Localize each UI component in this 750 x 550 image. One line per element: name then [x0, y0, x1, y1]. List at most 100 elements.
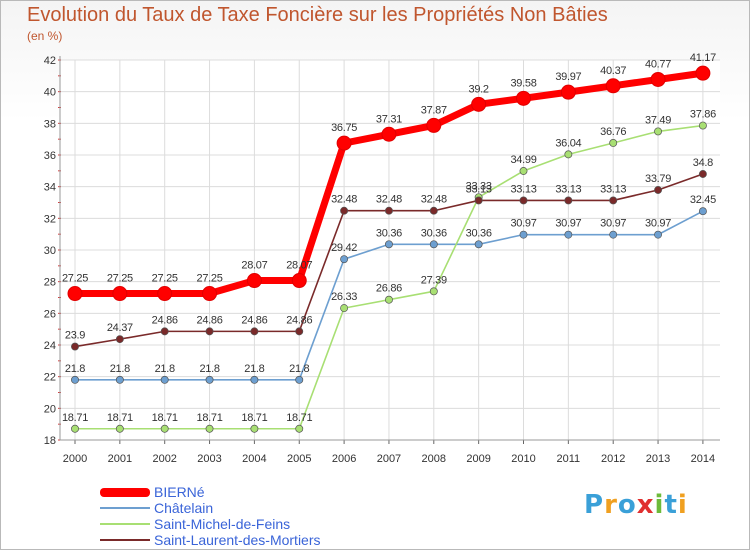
- data-point: [560, 84, 576, 100]
- data-point: [654, 127, 663, 136]
- data-point: [67, 286, 83, 302]
- data-label: 33.13: [510, 183, 536, 195]
- data-point: [385, 240, 393, 249]
- data-label: 39.58: [510, 77, 536, 89]
- data-label: 18.71: [197, 412, 223, 424]
- data-label: 27.25: [107, 273, 133, 285]
- data-point: [250, 424, 259, 433]
- data-label: 30.36: [376, 227, 402, 239]
- data-label: 32.48: [331, 194, 357, 206]
- data-point: [698, 170, 707, 178]
- data-point: [516, 90, 531, 106]
- y-tick-label: 26: [44, 308, 56, 320]
- data-point: [381, 126, 397, 142]
- data-point: [605, 78, 621, 94]
- data-label: 28.07: [241, 260, 267, 272]
- data-label: 28.07: [286, 260, 312, 272]
- data-point: [429, 240, 438, 249]
- data-point: [205, 375, 214, 384]
- data-point: [295, 327, 304, 336]
- data-point: [295, 424, 304, 433]
- data-point: [519, 230, 528, 239]
- data-point: [340, 206, 349, 215]
- data-point: [474, 240, 483, 249]
- data-label: 37.31: [376, 113, 402, 125]
- data-point: [519, 196, 528, 205]
- data-point: [564, 150, 573, 159]
- data-label: 24.37: [107, 322, 133, 334]
- legend-label: Saint-Michel-de-Feins: [154, 516, 291, 532]
- legend-swatch: [100, 523, 150, 525]
- data-label: 24.86: [241, 314, 267, 326]
- data-label: 24.86: [197, 314, 223, 326]
- y-tick-label: 24: [44, 340, 56, 352]
- data-label: 30.36: [421, 227, 447, 239]
- data-point: [519, 167, 528, 175]
- data-label: 23.9: [65, 330, 85, 342]
- data-label: 33.33: [466, 180, 492, 192]
- data-label: 21.8: [289, 363, 309, 375]
- data-label: 39.97: [555, 71, 581, 83]
- data-label: 24.86: [286, 314, 312, 326]
- data-label: 41.17: [690, 52, 716, 64]
- data-point: [295, 375, 304, 384]
- data-label: 18.71: [62, 412, 88, 424]
- x-tick-label: 2002: [152, 453, 176, 465]
- y-tick-label: 40: [44, 87, 56, 99]
- x-tick-label: 2011: [557, 453, 581, 465]
- data-point: [474, 196, 483, 205]
- data-point: [426, 117, 442, 133]
- data-label: 33.13: [555, 183, 581, 195]
- data-label: 27.39: [421, 274, 447, 286]
- legend-swatch: [100, 539, 150, 541]
- data-point: [71, 342, 79, 351]
- data-point: [609, 230, 618, 239]
- data-label: 33.79: [645, 173, 671, 185]
- data-label: 33.13: [466, 183, 492, 195]
- data-point: [429, 287, 438, 296]
- data-point: [564, 196, 573, 205]
- data-label: 40.77: [645, 58, 671, 70]
- data-label: 30.97: [555, 218, 581, 230]
- data-point: [250, 375, 259, 384]
- data-point: [336, 135, 352, 151]
- data-label: 18.71: [241, 412, 267, 424]
- data-point: [564, 230, 573, 239]
- legend-swatch: [100, 487, 150, 497]
- data-label: 39.2: [469, 83, 489, 95]
- data-label: 18.71: [107, 412, 133, 424]
- data-point: [654, 186, 663, 194]
- data-label: 30.97: [510, 218, 536, 230]
- x-tick-label: 2012: [601, 453, 625, 465]
- x-tick-label: 2006: [332, 453, 356, 465]
- chart-title: Evolution du Taux de Taxe Foncière sur l…: [27, 4, 608, 26]
- x-tick-label: 2013: [646, 453, 670, 465]
- x-tick-label: 2007: [377, 453, 401, 465]
- x-tick-label: 2014: [691, 453, 715, 465]
- chart-subtitle: (en %): [27, 29, 63, 43]
- y-tick-label: 38: [44, 118, 56, 130]
- data-label: 26.33: [331, 291, 357, 303]
- data-label: 29.42: [331, 242, 357, 254]
- data-point: [429, 206, 438, 215]
- data-label: 27.25: [197, 273, 223, 285]
- data-label: 32.48: [421, 194, 447, 206]
- y-tick-label: 22: [44, 372, 56, 384]
- data-label: 32.48: [376, 194, 402, 206]
- data-label: 32.45: [690, 194, 716, 206]
- data-point: [157, 286, 173, 302]
- data-point: [698, 121, 707, 130]
- data-point: [246, 273, 262, 289]
- data-point: [698, 207, 707, 216]
- data-point: [385, 206, 393, 215]
- data-point: [609, 196, 618, 205]
- data-label: 30.36: [466, 227, 492, 239]
- data-label: 30.97: [600, 218, 626, 230]
- x-tick-label: 2003: [197, 453, 221, 465]
- data-point: [250, 327, 259, 336]
- legend-swatch: [100, 507, 150, 509]
- data-point: [115, 375, 124, 384]
- data-point: [71, 424, 79, 433]
- data-label: 21.8: [155, 363, 175, 375]
- data-label: 33.13: [600, 183, 626, 195]
